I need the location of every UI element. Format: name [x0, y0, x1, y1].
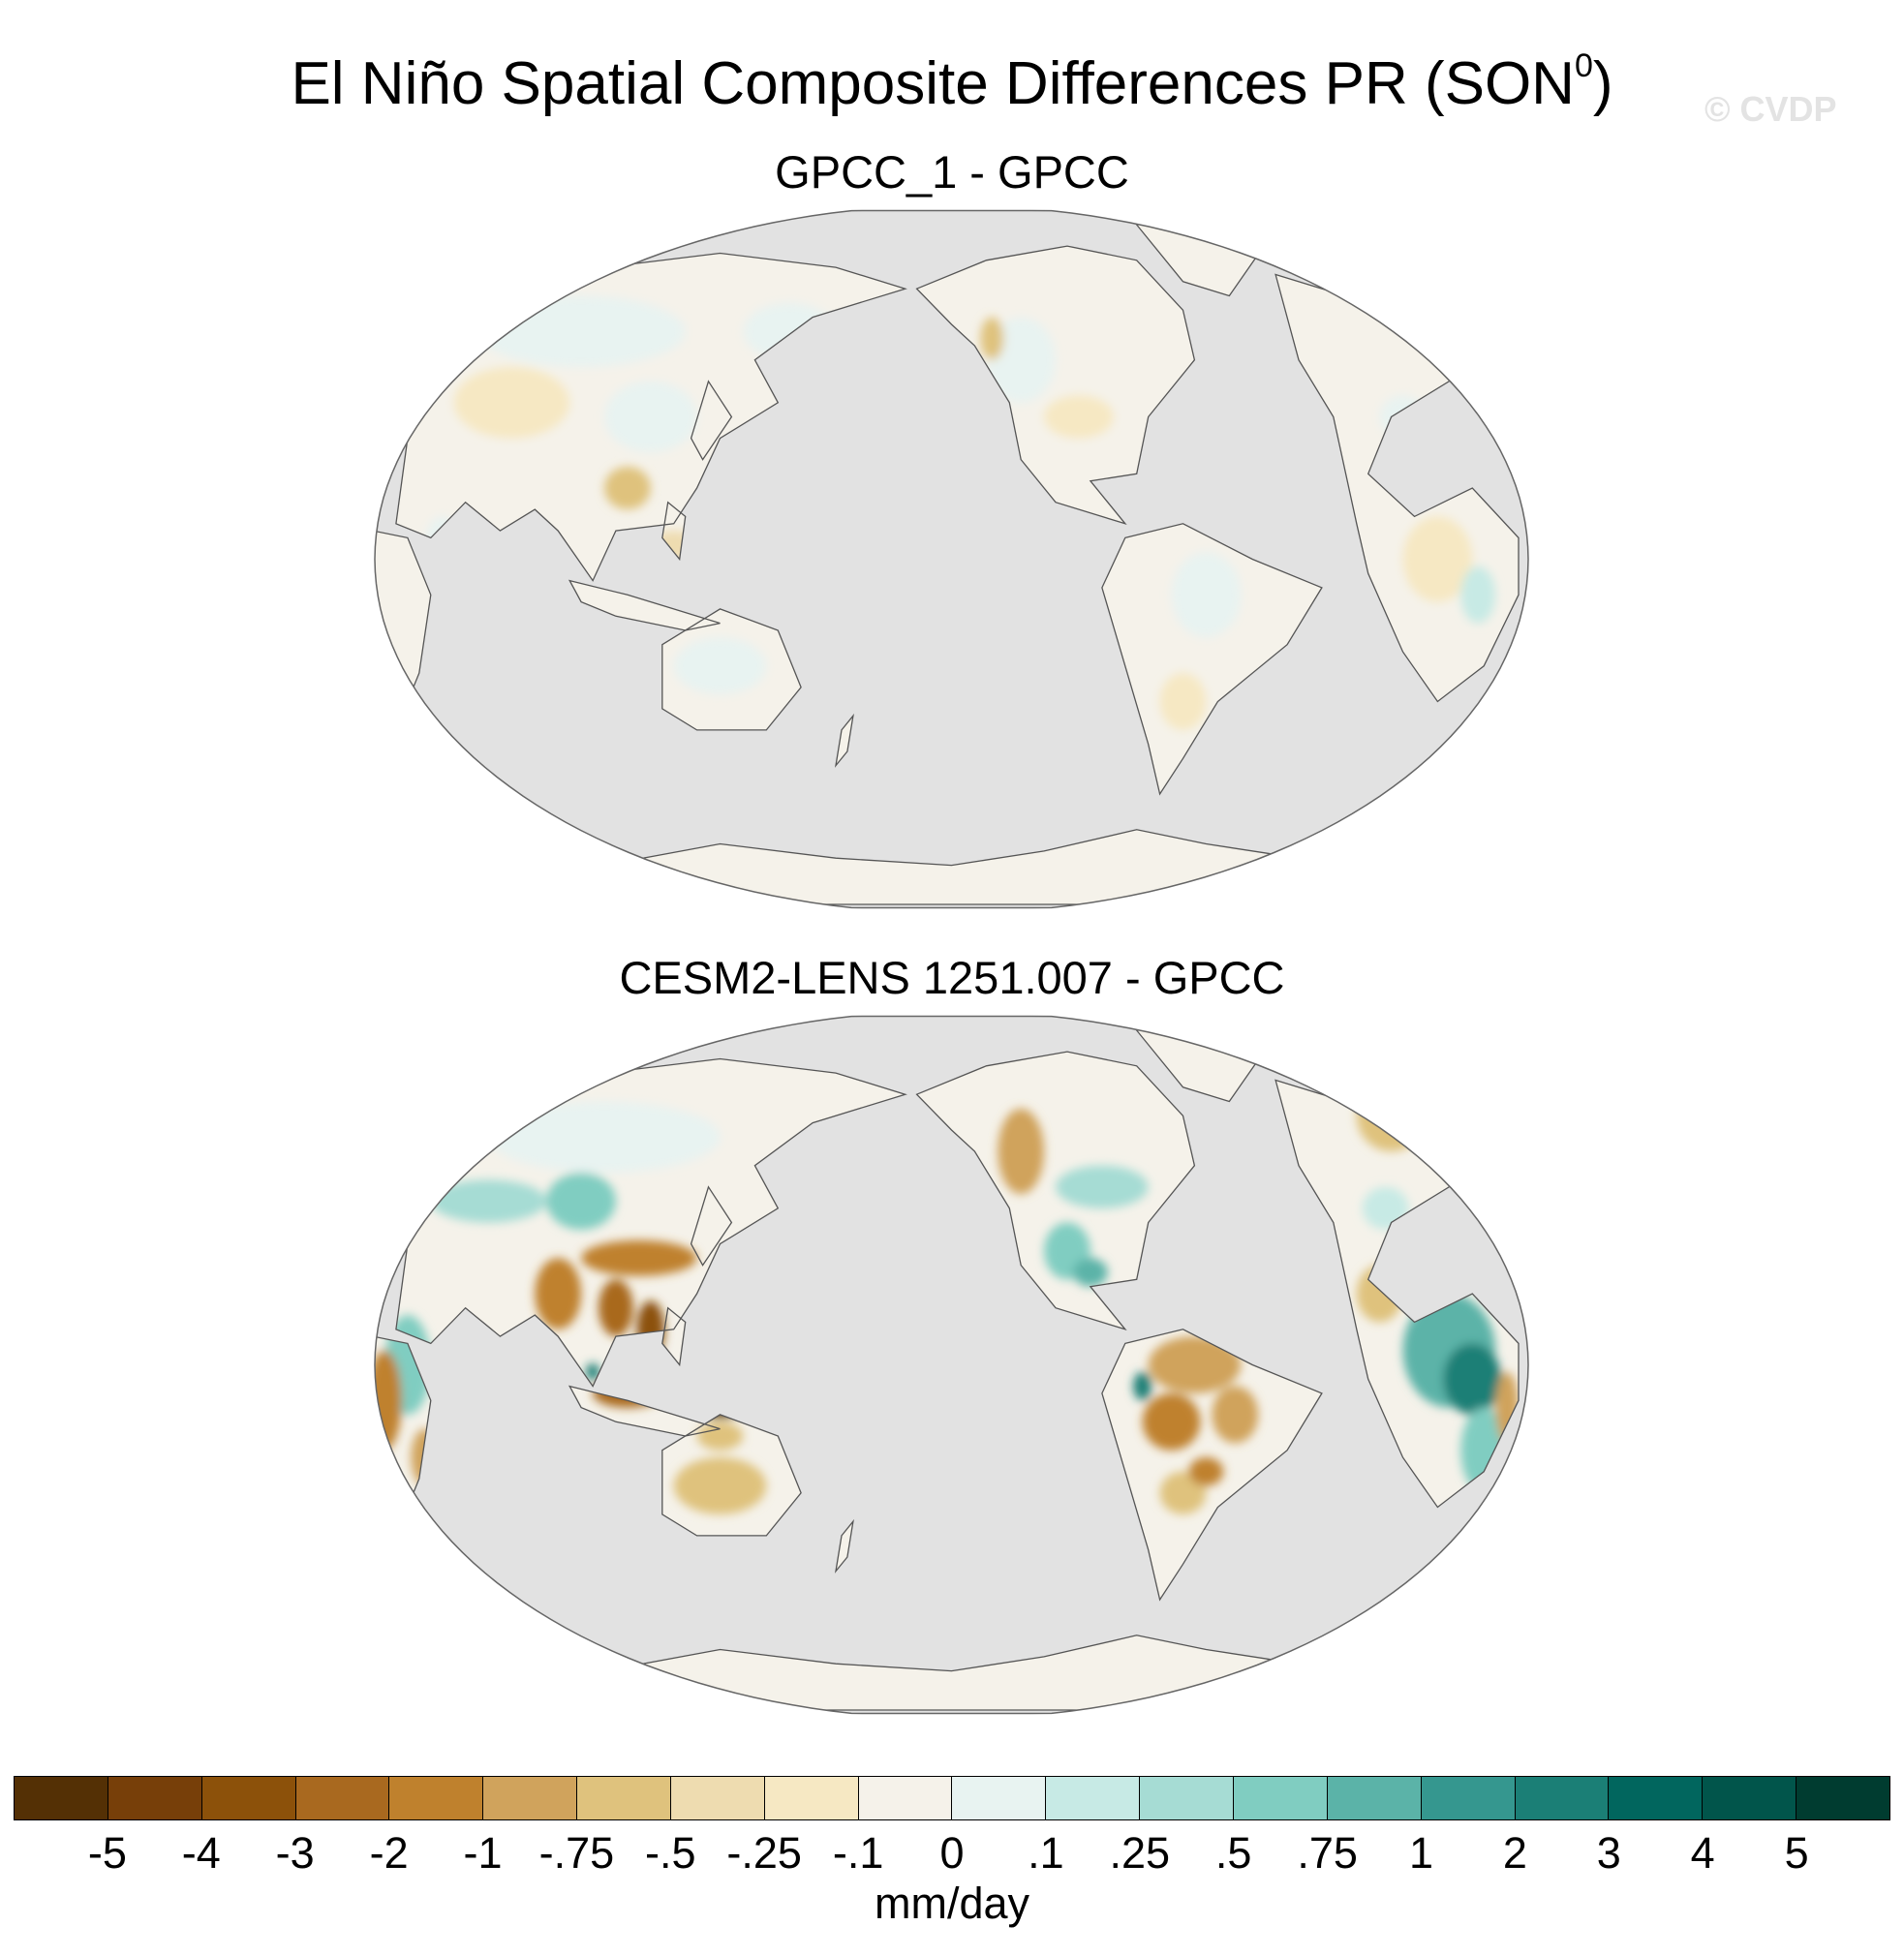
precip-anomaly-region: [476, 295, 686, 368]
precip-anomaly-region: [986, 317, 1057, 403]
precip-anomaly-region: [998, 1108, 1045, 1195]
precip-anomaly-region: [1148, 1336, 1242, 1393]
figure-title: El Niño Spatial Composite Differences PR…: [291, 47, 1613, 117]
colorbar-swatch: [1327, 1777, 1422, 1819]
colorbar-tick-label: .1: [1028, 1828, 1064, 1878]
precip-anomaly-region: [1443, 1343, 1502, 1415]
precip-anomaly-region: [1402, 516, 1473, 602]
precip-anomaly-region: [453, 367, 570, 439]
precip-anomaly-region: [1159, 673, 1207, 730]
colorbar-swatch: [1233, 1777, 1328, 1819]
colorbar-tick-label: 1: [1408, 1828, 1434, 1878]
colorbar-tick-label: .5: [1214, 1828, 1252, 1878]
colorbar-tick-label: -5: [87, 1828, 127, 1878]
precip-anomaly-region: [1356, 1080, 1427, 1151]
precip-anomaly-region: [1072, 1258, 1108, 1287]
colorbar-tick-label: -4: [181, 1828, 221, 1878]
precip-anomaly-region: [673, 1457, 767, 1514]
colorbar-swatch: [107, 1777, 202, 1819]
colorbar-swatch: [1797, 1777, 1889, 1819]
precip-anomaly-region: [1188, 1457, 1224, 1486]
colorbar-tick-label: -3: [275, 1828, 315, 1878]
colorbar-tick-label: -2: [369, 1828, 409, 1878]
precip-anomaly-region: [535, 1258, 582, 1329]
colorbar-swatch: [670, 1777, 765, 1819]
precip-anomaly-region: [604, 381, 697, 453]
colorbar-swatch: [1515, 1777, 1610, 1819]
colorbar-tick-label: 4: [1690, 1828, 1715, 1878]
precip-anomaly-region: [1142, 1392, 1201, 1451]
map-panel-bottom: [374, 1015, 1529, 1715]
precip-anomaly-region: [599, 1279, 633, 1337]
colorbar-tick-label: -.1: [832, 1828, 884, 1878]
precip-anomaly-region: [673, 637, 767, 695]
colorbar-swatch: [15, 1777, 108, 1819]
colorbar-units: mm/day: [874, 1879, 1030, 1928]
colorbar-swatch: [1421, 1777, 1516, 1819]
colorbar-swatch: [1140, 1777, 1234, 1819]
precip-anomaly-region: [430, 1179, 547, 1223]
colorbar-swatch: [1609, 1777, 1704, 1819]
colorbar-swatch: [389, 1777, 484, 1819]
globe-border: [374, 1015, 1529, 1715]
precip-anomaly-region: [1044, 395, 1114, 439]
watermark: © CVDP: [1704, 89, 1837, 129]
colorbar-tick-label: 0: [939, 1828, 965, 1878]
precip-anomaly-region: [1171, 552, 1242, 638]
globe-border: [374, 209, 1529, 909]
precip-anomaly-region: [1159, 1471, 1207, 1514]
precip-anomaly-region: [696, 1421, 744, 1451]
precip-anomaly-region: [1460, 565, 1496, 624]
panel-title-top: GPCC_1 - GPCC: [775, 146, 1129, 198]
map-panel-top: [374, 209, 1529, 909]
colorbar-swatch: [952, 1777, 1047, 1819]
colorbar-tick-label: -.25: [726, 1828, 802, 1878]
colorbar-tick-label: .25: [1109, 1828, 1171, 1878]
colorbar-swatch: [764, 1777, 859, 1819]
precip-anomaly-region: [546, 1173, 616, 1230]
precip-anomaly-region: [1056, 1165, 1149, 1208]
colorbar-swatch: [858, 1777, 953, 1819]
precip-anomaly-region: [980, 317, 1004, 360]
precip-anomaly-region: [604, 466, 651, 510]
colorbar-tick-label: 2: [1502, 1828, 1527, 1878]
colorbar-swatch: [577, 1777, 671, 1819]
colorbar-tick-label: .75: [1297, 1828, 1358, 1878]
colorbar-swatch: [1046, 1777, 1141, 1819]
colorbar-tick-label: 3: [1596, 1828, 1621, 1878]
precip-anomaly-region: [585, 1363, 600, 1381]
colorbar-swatch: [295, 1777, 390, 1819]
title-superscript: 0: [1574, 47, 1593, 84]
colorbar-tick-label: -1: [463, 1828, 503, 1878]
colorbar-swatch: [1703, 1777, 1797, 1819]
colorbar-tick-label: -.75: [538, 1828, 615, 1878]
colorbar: [14, 1776, 1890, 1820]
panel-title-bottom: CESM2-LENS 1251.007 - GPCC: [619, 952, 1285, 1003]
precip-anomaly-region: [488, 1101, 721, 1174]
coastlines: [375, 1023, 1520, 1711]
colorbar-swatch: [201, 1777, 296, 1819]
colorbar-tick-label: -.5: [645, 1828, 696, 1878]
precip-anomaly-region: [581, 1239, 697, 1276]
colorbar-swatch: [483, 1777, 578, 1819]
colorbar-tick-label: 5: [1784, 1828, 1809, 1878]
precip-anomaly-region: [1133, 1371, 1152, 1401]
precip-anomaly-region: [1212, 1386, 1259, 1444]
